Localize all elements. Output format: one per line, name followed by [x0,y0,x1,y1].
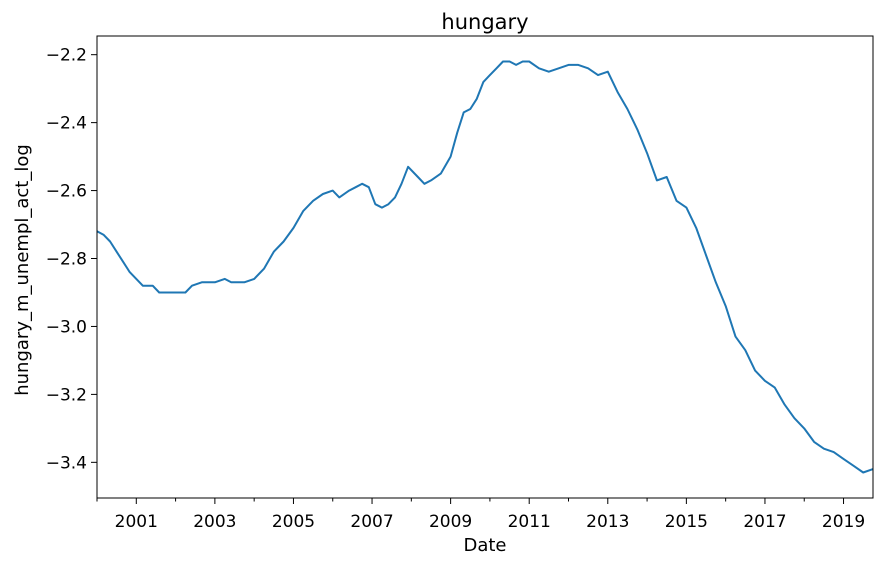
x-tick-label: 2013 [586,512,629,532]
plot-area [96,60,874,474]
x-tick-label: 2003 [193,512,236,532]
y-tick-label: −2.8 [46,250,87,270]
x-tick-label: 2001 [115,512,158,532]
y-tick-label: −2.6 [46,182,87,202]
y-tick-label: −3.4 [46,453,87,473]
chart-title: hungary [441,10,528,34]
x-tick-label: 2009 [429,512,472,532]
x-tick-label: 2019 [822,512,865,532]
x-axis: 2001 2003 2005 2007 2009 2011 2013 2015 2017 2019 [96,498,865,532]
y-axis: −3.4 −3.2 −3.0 −2.8 −2.6 −2.4 −2.2 [46,46,97,473]
x-tick-label: 2017 [743,512,786,532]
series-line-0 [96,60,874,474]
plot-frame [96,35,874,499]
x-axis-label: Date [463,535,506,556]
y-axis-label: hungary_m_unempl_act_log [12,144,33,396]
x-tick-label: 2015 [665,512,708,532]
x-tick-label: 2005 [272,512,315,532]
x-tick-label: 2007 [350,512,393,532]
x-tick-label: 2011 [508,512,551,532]
y-tick-label: −2.2 [46,46,87,66]
y-tick-label: −3.0 [46,317,87,337]
y-tick-label: −3.2 [46,385,87,405]
y-tick-label: −2.4 [46,114,87,134]
